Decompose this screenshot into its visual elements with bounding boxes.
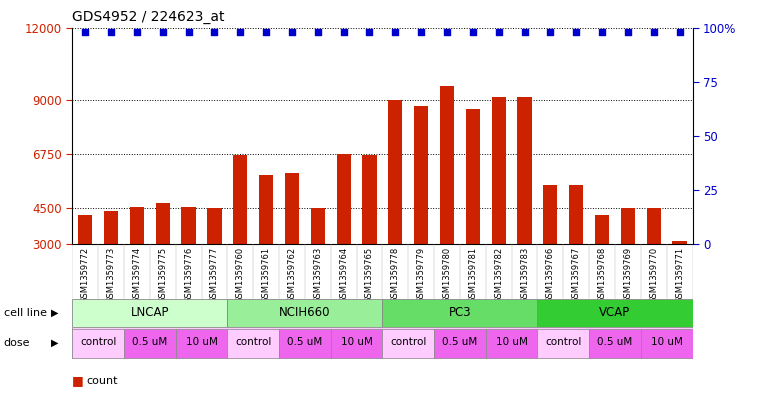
- Bar: [279, 329, 331, 358]
- Bar: [207, 208, 221, 244]
- Text: 0.5 uM: 0.5 uM: [287, 338, 323, 347]
- Point: [79, 29, 91, 35]
- Bar: [176, 329, 228, 358]
- Bar: [259, 175, 273, 244]
- Point: [518, 29, 530, 35]
- Text: control: control: [390, 338, 426, 347]
- Bar: [414, 106, 428, 244]
- Bar: [543, 185, 558, 244]
- Bar: [362, 155, 377, 244]
- Text: count: count: [86, 376, 117, 386]
- Bar: [537, 329, 589, 358]
- Bar: [124, 329, 176, 358]
- Bar: [310, 208, 325, 244]
- Point: [183, 29, 195, 35]
- Bar: [537, 299, 693, 327]
- Text: NCIH660: NCIH660: [279, 306, 330, 320]
- Bar: [492, 97, 506, 244]
- Text: 10 uM: 10 uM: [495, 338, 527, 347]
- Point: [260, 29, 272, 35]
- Point: [466, 29, 479, 35]
- Bar: [486, 329, 537, 358]
- Bar: [228, 299, 383, 327]
- Point: [105, 29, 117, 35]
- Text: 10 uM: 10 uM: [186, 338, 218, 347]
- Bar: [569, 185, 584, 244]
- Text: control: control: [235, 338, 272, 347]
- Text: 0.5 uM: 0.5 uM: [442, 338, 478, 347]
- Bar: [130, 207, 144, 244]
- Text: 0.5 uM: 0.5 uM: [132, 338, 167, 347]
- Point: [389, 29, 401, 35]
- Bar: [228, 329, 279, 358]
- Point: [338, 29, 350, 35]
- Bar: [388, 99, 403, 244]
- Bar: [647, 208, 661, 244]
- Text: cell line: cell line: [4, 308, 47, 318]
- Bar: [621, 208, 635, 244]
- Bar: [517, 97, 532, 244]
- Point: [364, 29, 376, 35]
- Text: ■: ■: [72, 374, 84, 387]
- Text: control: control: [80, 338, 116, 347]
- Bar: [434, 329, 486, 358]
- Bar: [383, 329, 434, 358]
- Bar: [589, 329, 641, 358]
- Text: GDS4952 / 224623_at: GDS4952 / 224623_at: [72, 10, 224, 24]
- Text: VCAP: VCAP: [600, 306, 631, 320]
- Text: 0.5 uM: 0.5 uM: [597, 338, 632, 347]
- Point: [209, 29, 221, 35]
- Text: 10 uM: 10 uM: [341, 338, 372, 347]
- Bar: [156, 203, 170, 244]
- Text: dose: dose: [4, 338, 30, 348]
- Point: [415, 29, 427, 35]
- Point: [648, 29, 660, 35]
- Point: [570, 29, 582, 35]
- Point: [441, 29, 453, 35]
- Bar: [233, 155, 247, 244]
- Text: ▶: ▶: [51, 308, 59, 318]
- Point: [492, 29, 505, 35]
- Point: [234, 29, 247, 35]
- Bar: [466, 109, 480, 244]
- Point: [544, 29, 556, 35]
- Point: [596, 29, 608, 35]
- Bar: [181, 207, 196, 244]
- Bar: [331, 329, 383, 358]
- Bar: [285, 173, 299, 244]
- Bar: [72, 299, 228, 327]
- Bar: [595, 215, 609, 244]
- Bar: [383, 299, 537, 327]
- Text: 10 uM: 10 uM: [651, 338, 683, 347]
- Bar: [641, 329, 693, 358]
- Point: [622, 29, 634, 35]
- Text: LNCAP: LNCAP: [131, 306, 169, 320]
- Bar: [336, 154, 351, 244]
- Point: [312, 29, 324, 35]
- Text: ▶: ▶: [51, 338, 59, 348]
- Point: [673, 29, 686, 35]
- Point: [286, 29, 298, 35]
- Bar: [78, 215, 92, 244]
- Bar: [673, 241, 686, 244]
- Point: [131, 29, 143, 35]
- Bar: [104, 211, 118, 244]
- Text: PC3: PC3: [449, 306, 471, 320]
- Text: control: control: [545, 338, 581, 347]
- Bar: [440, 86, 454, 244]
- Point: [157, 29, 169, 35]
- Bar: [72, 329, 124, 358]
